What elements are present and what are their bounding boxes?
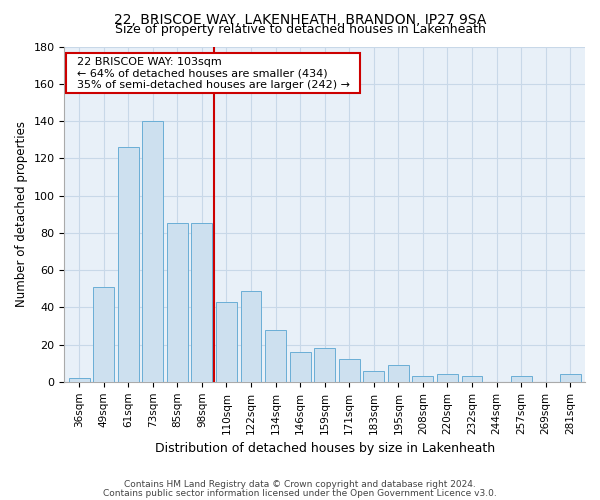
Bar bbox=[437, 374, 458, 382]
Bar bbox=[461, 376, 482, 382]
Bar bbox=[511, 376, 532, 382]
Bar bbox=[364, 370, 384, 382]
Text: Contains HM Land Registry data © Crown copyright and database right 2024.: Contains HM Land Registry data © Crown c… bbox=[124, 480, 476, 489]
Bar bbox=[290, 352, 311, 382]
Bar bbox=[216, 302, 237, 382]
Bar bbox=[314, 348, 335, 382]
Text: Size of property relative to detached houses in Lakenheath: Size of property relative to detached ho… bbox=[115, 22, 485, 36]
Bar bbox=[339, 360, 359, 382]
Bar bbox=[69, 378, 89, 382]
Bar bbox=[265, 330, 286, 382]
Text: Contains public sector information licensed under the Open Government Licence v3: Contains public sector information licen… bbox=[103, 488, 497, 498]
Text: 22 BRISCOE WAY: 103sqm  
  ← 64% of detached houses are smaller (434)  
  35% of: 22 BRISCOE WAY: 103sqm ← 64% of detached… bbox=[70, 56, 356, 90]
X-axis label: Distribution of detached houses by size in Lakenheath: Distribution of detached houses by size … bbox=[155, 442, 495, 455]
Bar bbox=[412, 376, 433, 382]
Bar bbox=[93, 287, 114, 382]
Bar bbox=[191, 224, 212, 382]
Bar bbox=[241, 290, 262, 382]
Y-axis label: Number of detached properties: Number of detached properties bbox=[15, 121, 28, 307]
Bar bbox=[167, 224, 188, 382]
Text: 22, BRISCOE WAY, LAKENHEATH, BRANDON, IP27 9SA: 22, BRISCOE WAY, LAKENHEATH, BRANDON, IP… bbox=[114, 12, 486, 26]
Bar bbox=[142, 121, 163, 382]
Bar bbox=[560, 374, 581, 382]
Bar bbox=[118, 147, 139, 382]
Bar bbox=[388, 365, 409, 382]
